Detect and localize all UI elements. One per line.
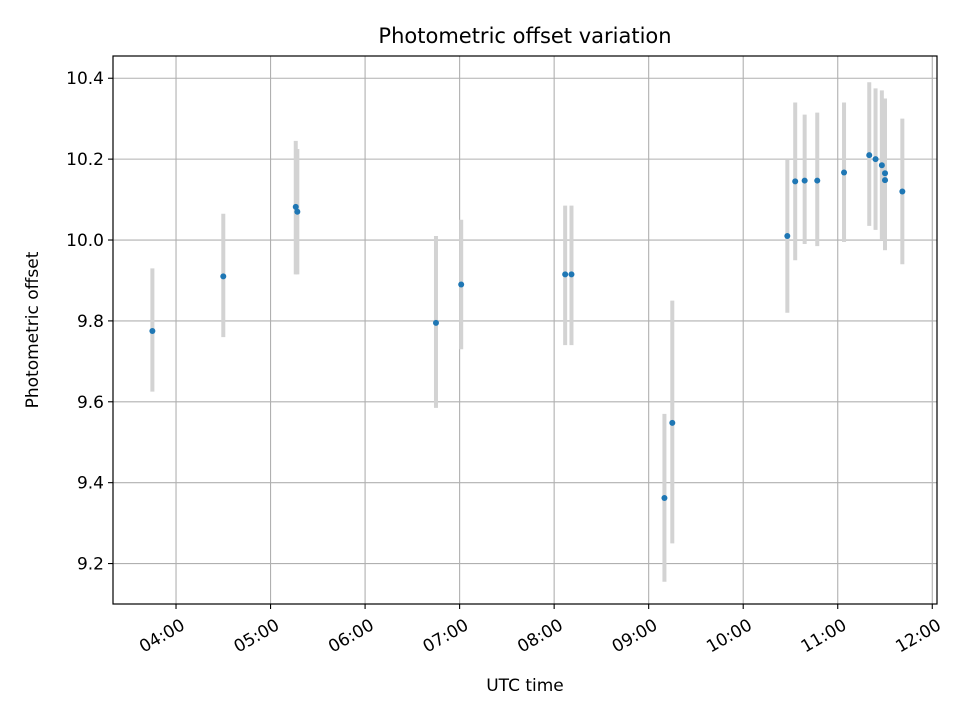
data-point (149, 328, 156, 335)
y-axis-ticks: 9.2 9.4 9.6 9.8 10.0 10.2 10.4 (66, 69, 113, 575)
data-point (882, 170, 889, 177)
data-point (669, 419, 676, 426)
y-tick-label: 9.2 (77, 555, 104, 575)
x-axis-label: UTC time (486, 676, 564, 696)
data-point (661, 495, 668, 502)
data-point (814, 177, 821, 184)
y-tick-label: 10.0 (66, 231, 104, 251)
y-tick-label: 10.2 (66, 150, 104, 170)
y-tick-label: 9.6 (77, 393, 104, 413)
data-point (866, 152, 873, 159)
data-point (562, 271, 569, 278)
y-tick-label: 9.4 (77, 474, 104, 494)
data-point (792, 178, 799, 185)
data-point (220, 273, 227, 280)
data-point (432, 319, 439, 326)
y-tick-label: 9.8 (77, 312, 104, 332)
data-points (149, 152, 906, 502)
plot-area-frame (112, 55, 938, 605)
data-point (458, 281, 465, 288)
data-point (841, 169, 848, 176)
y-tick-label: 10.4 (66, 69, 104, 89)
data-point (784, 232, 791, 239)
data-point (292, 203, 299, 210)
y-axis-label: Photometric offset (23, 251, 43, 408)
data-point (294, 208, 301, 215)
data-point (882, 177, 889, 184)
data-point (568, 271, 575, 278)
data-point (801, 177, 808, 184)
data-point (878, 162, 885, 169)
grid-lines (113, 56, 937, 604)
data-point (872, 156, 879, 163)
chart-title: Photometric offset variation (378, 24, 671, 48)
data-point (899, 188, 906, 195)
